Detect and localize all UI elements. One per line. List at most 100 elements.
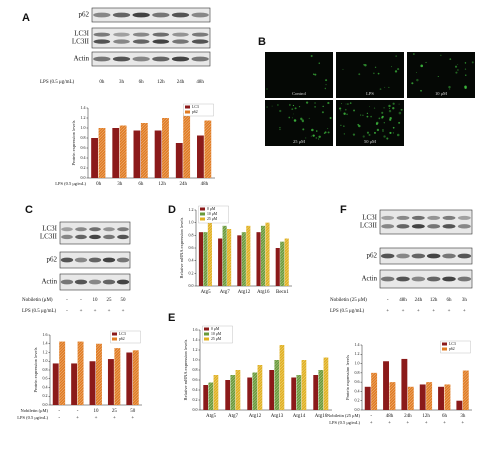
blot-band: [152, 12, 170, 18]
condition-value: +: [122, 309, 125, 314]
fluorescence-spot: [314, 102, 316, 104]
fluorescence-spot: [349, 102, 352, 104]
fluorescence-spot: [366, 131, 370, 134]
bar: [291, 377, 297, 410]
x-tick-label: Atg12: [238, 290, 251, 295]
fluorescence-spot: [471, 61, 474, 64]
fluorescence-spot: [369, 106, 371, 108]
y-tick-label: 1.4: [193, 337, 198, 342]
condition-value: +: [108, 309, 111, 314]
blot-band: [152, 56, 170, 62]
condition-value: 50: [121, 298, 127, 303]
condition-label: LPS (0.5 μg/mL): [22, 309, 57, 314]
blot-band: [132, 32, 150, 37]
condition-value: -: [80, 298, 82, 303]
condition-value: 0h: [99, 80, 105, 85]
x-tick-label: 24h: [180, 182, 188, 187]
condition-value: +: [463, 309, 466, 314]
legend-label: LC3: [449, 342, 456, 346]
condition-value: 24h: [177, 80, 185, 85]
panel-letter: E: [168, 312, 175, 324]
fluorescence-spot: [392, 126, 395, 129]
condition-value: +: [448, 309, 451, 314]
bar: [383, 361, 389, 410]
y-tick-label: 0.0: [355, 407, 360, 412]
x-tick-label: 48h: [386, 414, 394, 419]
fluorescence-spot: [412, 53, 415, 56]
fluorescence-spot: [340, 124, 342, 126]
x-tick-label: 10: [94, 409, 100, 414]
condition-value: +: [94, 309, 97, 314]
blot-band: [103, 234, 115, 240]
x-tick-label: +: [461, 421, 464, 426]
fluorescence-spot: [301, 120, 305, 123]
y-tick-label: 1.2: [355, 351, 360, 356]
fluorescence-spot: [366, 112, 369, 114]
y-tick-label: 1.2: [43, 349, 48, 354]
condition-value: 12h: [430, 298, 438, 303]
fluorescence-spot: [288, 116, 291, 119]
legend-label: 10 μM: [207, 212, 218, 216]
condition-value: 48h: [399, 298, 407, 303]
fluorescence-spot: [327, 128, 329, 130]
condition-label: LPS (0.5 μg/mL): [40, 80, 75, 85]
bar: [419, 384, 426, 410]
y-tick-label: 1.2: [81, 115, 86, 120]
blot-band: [442, 253, 456, 259]
blot-row-label: LC3I: [42, 225, 57, 233]
panel-letter: A: [22, 12, 30, 24]
bar-hatch: [462, 370, 469, 410]
x-tick-label: +: [131, 416, 134, 421]
blot-band: [172, 39, 189, 44]
blot-band: [427, 224, 441, 229]
blot-band: [102, 257, 116, 263]
fluorescence-spot: [364, 63, 367, 67]
fluorescence-spot: [457, 64, 459, 65]
x-tick-label: 3h: [117, 182, 123, 187]
condition-label: Nobiletin (μM): [22, 298, 53, 303]
micrograph: [265, 52, 333, 98]
fluorescence-spot: [360, 114, 362, 116]
fluorescence-spot: [383, 135, 386, 138]
bar-hatch: [207, 222, 212, 286]
condition-value: 48h: [196, 80, 204, 85]
fluorescence-spot: [291, 117, 293, 119]
blot-band: [442, 215, 456, 220]
legend-swatch: [200, 217, 205, 221]
fluorescence-spot: [279, 109, 282, 113]
micrograph: [265, 100, 333, 146]
blot-band: [191, 39, 209, 44]
fluorescence-spot: [279, 127, 281, 129]
x-tick-label: Atg5: [206, 414, 217, 419]
fluorescence-spot: [321, 111, 324, 114]
fluorescence-spot: [324, 87, 327, 90]
legend-box: [110, 330, 141, 344]
blot-band: [117, 227, 129, 232]
fluorescence-spot: [464, 68, 467, 70]
legend-swatch: [200, 207, 205, 211]
bar-hatch: [208, 382, 214, 410]
fluorescence-spot: [318, 62, 321, 64]
fluorescence-spot: [384, 86, 386, 88]
fluorescence-spot: [379, 88, 382, 90]
bar: [401, 358, 408, 410]
fluorescence-spot: [340, 110, 342, 112]
blot-band: [426, 276, 441, 282]
legend-label: 0 μM: [207, 207, 216, 211]
y-axis-label: Relative mRNA expression levels: [183, 339, 188, 400]
condition-value: +: [417, 309, 420, 314]
fluorescence-spot: [345, 103, 347, 105]
fluorescence-spot: [416, 72, 417, 73]
fluorescence-spot: [449, 58, 452, 60]
panel-letter: B: [258, 36, 266, 48]
blot-band: [61, 227, 73, 232]
condition-value: -: [66, 298, 68, 303]
fluorescence-spot: [310, 55, 313, 58]
legend-swatch: [204, 337, 209, 341]
fluorescence-spot: [381, 115, 384, 118]
blot-row-label: LC3I: [362, 214, 377, 222]
y-tick-label: 0.6: [193, 377, 198, 382]
x-tick-label: +: [406, 421, 409, 426]
blot-row-label: p62: [79, 11, 90, 19]
fluorescence-spot: [374, 66, 377, 69]
